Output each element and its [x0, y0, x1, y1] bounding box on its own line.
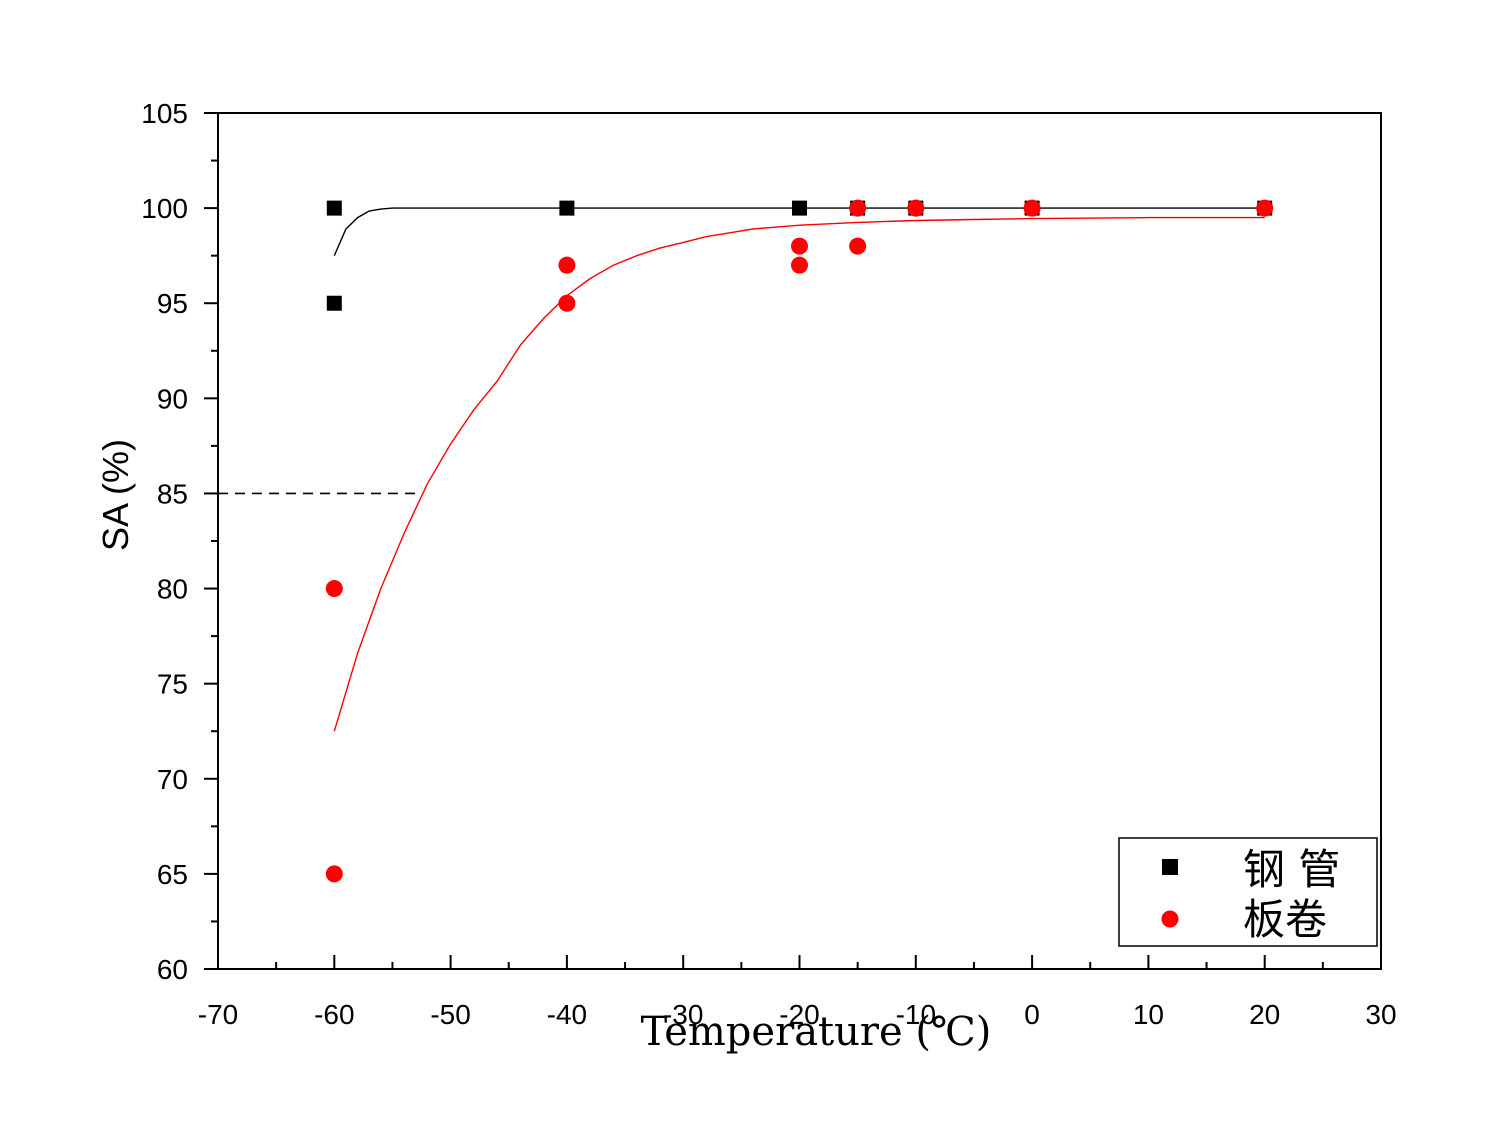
x-tick-label: -70 [198, 999, 238, 1030]
legend-box [1118, 837, 1378, 947]
data-point-series-2 [325, 865, 343, 883]
data-point-series-2 [849, 237, 867, 255]
y-tick-label: 70 [157, 764, 188, 795]
legend-marker-circle [1161, 910, 1179, 928]
y-tick-label: 100 [141, 193, 188, 224]
x-tick-label: -20 [779, 999, 819, 1030]
legend-label-steel-pipe: 钢 管 [1243, 845, 1340, 894]
x-tick-label: 30 [1365, 999, 1396, 1030]
data-point-series-2 [907, 199, 925, 217]
data-point-series-2 [558, 294, 576, 312]
x-tick-label: 0 [1024, 999, 1040, 1030]
data-point-series-1 [326, 295, 342, 311]
y-tick-label: 95 [157, 288, 188, 319]
legend: 钢 管 板卷 [1118, 837, 1378, 947]
fit-curve-series-2 [333, 216, 1265, 732]
data-points-layer [325, 199, 1274, 883]
x-axis-label: Temperature (℃) [641, 1009, 992, 1055]
data-point-series-2 [1256, 199, 1274, 217]
legend-marker-square [1162, 859, 1178, 875]
data-point-series-2 [325, 580, 343, 598]
legend-label-coil: 板卷 [1243, 895, 1327, 944]
data-point-series-2 [558, 256, 576, 274]
y-tick-label: 75 [157, 669, 188, 700]
data-point-series-2 [791, 256, 808, 274]
data-point-series-1 [792, 200, 807, 216]
y-tick-label: 65 [157, 859, 188, 890]
data-point-series-2 [1023, 199, 1041, 217]
y-tick-label: 80 [157, 574, 188, 605]
data-point-series-1 [559, 200, 575, 216]
x-tick-label: -40 [547, 999, 587, 1030]
x-tick-label: 10 [1133, 999, 1164, 1030]
x-tick-label: -30 [663, 999, 703, 1030]
x-tick-label: -60 [314, 999, 354, 1030]
data-point-series-2 [849, 199, 867, 217]
fit-curves-layer [333, 207, 1265, 732]
y-tick-label: 85 [157, 478, 188, 509]
y-tick-label: 60 [157, 954, 188, 985]
x-tick-label: -10 [896, 999, 936, 1030]
x-tick-label: -50 [430, 999, 470, 1030]
data-point-series-2 [791, 237, 808, 255]
x-tick-label: 20 [1249, 999, 1280, 1030]
axes-layer: -70 -60 -50 -40 -30 -20 -10 0 10 20 30 60 65 70 75 80 85… [141, 98, 1396, 1030]
data-point-series-1 [326, 200, 342, 216]
fit-curve-series-1 [333, 207, 1265, 256]
y-tick-label: 90 [157, 383, 188, 414]
y-tick-label: 105 [141, 98, 188, 129]
y-axis-label: SA (%) [95, 439, 136, 551]
